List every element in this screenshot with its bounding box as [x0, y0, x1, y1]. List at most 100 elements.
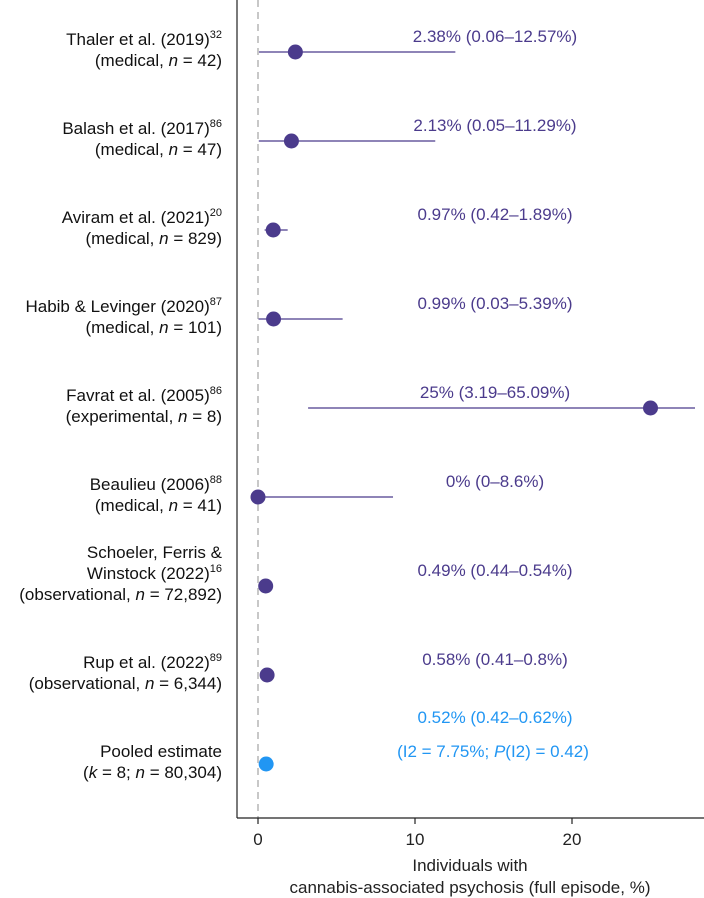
- pooled-detail-suffix: = 80,304): [145, 763, 222, 782]
- study-row: Rup et al. (2022)89 (observational, n = 6…: [29, 650, 568, 693]
- pooled-k-symbol: k: [89, 763, 99, 782]
- study-detail-suffix: = 101): [169, 318, 222, 337]
- study-name-text: Thaler et al. (2019): [66, 30, 210, 49]
- pooled-heterogeneity-label: (I2 = 7.75%; P(I2) = 0.42): [397, 742, 589, 761]
- heterogeneity-suffix: (I2) = 0.42): [505, 742, 589, 761]
- study-name: Thaler et al. (2019)32: [66, 29, 222, 49]
- study-n-symbol: n: [169, 51, 178, 70]
- study-detail-prefix: (medical,: [85, 318, 159, 337]
- study-name: Habib & Levinger (2020)87: [25, 296, 222, 316]
- study-detail-suffix: = 8): [188, 407, 223, 426]
- study-reference: 32: [210, 29, 222, 41]
- estimate-label: 25% (3.19–65.09%): [420, 383, 570, 402]
- study-name: Aviram et al. (2021)20: [62, 207, 222, 227]
- study-row: Favrat et al. (2005)86 (experimental, n =…: [66, 383, 695, 426]
- study-detail-prefix: (medical,: [95, 51, 169, 70]
- x-tick-label: 0: [253, 830, 262, 849]
- pooled-detail: (k = 8; n = 80,304): [83, 763, 222, 782]
- study-detail: (medical, n = 829): [85, 229, 222, 248]
- study-reference: 16: [210, 563, 222, 575]
- point-estimate: [266, 311, 282, 327]
- x-tick-label: 10: [406, 830, 425, 849]
- point-estimate: [643, 400, 658, 416]
- estimate-label: 0.49% (0.44–0.54%): [418, 561, 573, 580]
- study-name: Winstock (2022)16: [87, 563, 222, 583]
- study-detail-suffix: = 6,344): [154, 674, 222, 693]
- pooled-name: Pooled estimate: [100, 742, 222, 761]
- study-detail-prefix: (medical,: [95, 140, 169, 159]
- x-axis-label-line2: cannabis-associated psychosis (full epis…: [290, 878, 651, 897]
- study-detail-prefix: (experimental,: [66, 407, 178, 426]
- study-n-symbol: n: [169, 496, 178, 515]
- study-detail-prefix: (medical,: [85, 229, 159, 248]
- study-detail: (experimental, n = 8): [66, 407, 222, 426]
- point-estimate: [287, 44, 303, 60]
- study-reference: 20: [210, 207, 222, 219]
- study-name-text: Favrat et al. (2005): [66, 386, 210, 405]
- pooled-detail-mid: = 8;: [97, 763, 135, 782]
- estimate-label: 2.38% (0.06–12.57%): [413, 27, 577, 46]
- study-n-symbol: n: [145, 674, 154, 693]
- study-n-symbol: n: [159, 229, 168, 248]
- study-detail: (medical, n = 41): [95, 496, 222, 515]
- point-estimate: [258, 578, 274, 594]
- study-detail-suffix: = 41): [178, 496, 222, 515]
- estimate-label: 2.13% (0.05–11.29%): [413, 116, 576, 135]
- point-estimate: [283, 133, 299, 149]
- pooled-point-estimate: [258, 756, 274, 772]
- study-detail-prefix: (observational,: [19, 585, 135, 604]
- study-detail-suffix: = 42): [178, 51, 222, 70]
- heterogeneity-p-symbol: P: [494, 742, 506, 761]
- point-estimate: [265, 222, 281, 238]
- estimate-label: 0.97% (0.42–1.89%): [418, 205, 573, 224]
- study-reference: 86: [210, 385, 222, 397]
- study-reference: 87: [210, 296, 222, 308]
- study-detail-suffix: = 72,892): [145, 585, 222, 604]
- study-name-text: Balash et al. (2017): [62, 119, 209, 138]
- study-name-text: Winstock (2022): [87, 564, 210, 583]
- study-n-symbol: n: [159, 318, 168, 337]
- point-estimate: [250, 489, 266, 505]
- x-tick-label: 20: [563, 830, 582, 849]
- pooled-row: Pooled estimate (k = 8; n = 80,304) 0.52% …: [83, 708, 589, 782]
- study-row: Aviram et al. (2021)20 (medical, n = 829)…: [62, 205, 573, 248]
- study-name: Beaulieu (2006)88: [90, 474, 222, 494]
- study-detail-prefix: (medical,: [95, 496, 169, 515]
- study-detail-suffix: = 829): [169, 229, 222, 248]
- study-detail: (observational, n = 72,892): [19, 585, 222, 604]
- study-row: Balash et al. (2017)86 (medical, n = 47) 2…: [62, 116, 576, 159]
- study-reference: 89: [210, 652, 222, 664]
- study-name-text: Beaulieu (2006): [90, 475, 210, 494]
- study-detail: (medical, n = 42): [95, 51, 222, 70]
- point-estimate: [259, 667, 275, 683]
- study-name: Favrat et al. (2005)86: [66, 385, 222, 405]
- study-row: Schoeler, Ferris &Winstock (2022)16(obse…: [19, 543, 572, 604]
- pooled-estimate-label: 0.52% (0.42–0.62%): [418, 708, 573, 727]
- estimate-label: 0.99% (0.03–5.39%): [418, 294, 573, 313]
- study-row: Thaler et al. (2019)32 (medical, n = 42) 2…: [66, 27, 577, 70]
- pooled-n-symbol: n: [136, 763, 145, 782]
- study-name-text: Aviram et al. (2021): [62, 208, 210, 227]
- study-name: Rup et al. (2022)89: [83, 652, 222, 672]
- study-name-text: Rup et al. (2022): [83, 653, 210, 672]
- estimate-label: 0.58% (0.41–0.8%): [422, 650, 568, 669]
- study-name-text: Habib & Levinger (2020): [25, 297, 209, 316]
- study-n-symbol: n: [178, 407, 187, 426]
- study-row: Beaulieu (2006)88 (medical, n = 41) 0% (0–…: [90, 472, 544, 515]
- study-detail: (medical, n = 47): [95, 140, 222, 159]
- study-detail: (observational, n = 6,344): [29, 674, 222, 693]
- study-row: Habib & Levinger (2020)87 (medical, n = 1…: [25, 294, 572, 337]
- pooled-detail-open: (: [83, 763, 89, 782]
- study-reference: 86: [210, 118, 222, 130]
- study-detail-suffix: = 47): [178, 140, 222, 159]
- study-detail: (medical, n = 101): [85, 318, 222, 337]
- study-n-symbol: n: [169, 140, 178, 159]
- study-name-line1: Schoeler, Ferris &: [87, 543, 223, 562]
- heterogeneity-prefix: (I2 = 7.75%;: [397, 742, 494, 761]
- study-name: Balash et al. (2017)86: [62, 118, 222, 138]
- study-n-symbol: n: [136, 585, 145, 604]
- study-reference: 88: [210, 474, 222, 486]
- x-axis-label-line1: Individuals with: [412, 856, 527, 875]
- study-detail-prefix: (observational,: [29, 674, 145, 693]
